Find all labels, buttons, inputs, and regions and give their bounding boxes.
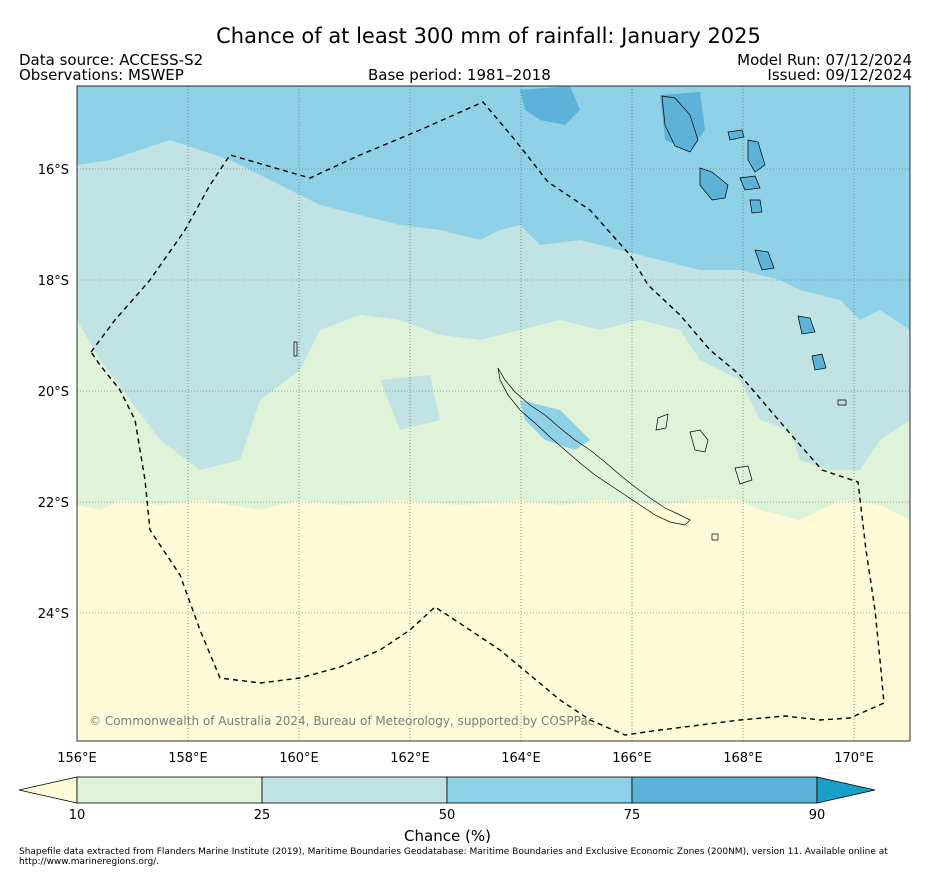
colorbar-tick: 25 — [254, 808, 271, 820]
vanuatu-islands — [661, 95, 699, 153]
loyalty-islands — [655, 413, 669, 431]
vanuatu-islands — [747, 139, 766, 173]
coastlines — [293, 95, 847, 541]
map-frame — [76, 85, 911, 742]
base-period-label: Base period: 1981–2018 — [368, 66, 551, 84]
colorbar-label: Chance (%) — [404, 827, 491, 845]
lon-label: 160°E — [279, 751, 319, 766]
issued-label: Issued: 09/12/2024 — [767, 66, 912, 84]
vanuatu-islands — [797, 315, 816, 335]
small-island — [293, 341, 298, 357]
vanuatu-islands — [739, 175, 761, 191]
band-50-75 — [520, 400, 590, 450]
data-source-label: Data source: ACCESS-S2 — [19, 51, 204, 69]
colorbar-tick: 75 — [624, 808, 641, 820]
vanuatu-islands — [699, 167, 729, 201]
vanuatu-islands — [727, 129, 745, 141]
lon-label: 158°E — [168, 751, 208, 766]
loyalty-islands — [734, 465, 753, 485]
observations-label: Observations: MSWEP — [19, 66, 184, 84]
loyalty-islands — [689, 429, 709, 453]
colorbar: 10 25 50 75 90 — [18, 776, 876, 820]
colorbar-25-50 — [261, 776, 448, 804]
lon-label: 164°E — [501, 751, 541, 766]
eez-boundary — [90, 101, 885, 736]
colorbar-below-10 — [18, 776, 78, 804]
rainfall-map: © Commonwealth of Australia 2024, Bureau… — [18, 85, 911, 820]
copyright-text: © Commonwealth of Australia 2024, Bureau… — [89, 714, 594, 728]
vanuatu-islands — [749, 199, 763, 214]
lon-label: 162°E — [390, 751, 430, 766]
lon-label: 156°E — [57, 751, 97, 766]
colorbar-tick: 10 — [69, 808, 86, 820]
colorbar-10-25 — [76, 776, 263, 804]
band-75-90 — [520, 86, 580, 125]
lat-label: 24°S — [38, 607, 69, 622]
lat-label: 16°S — [38, 163, 69, 178]
vanuatu-islands — [754, 249, 775, 271]
map-title: Chance of at least 300 mm of rainfall: J… — [216, 24, 761, 48]
small-island — [711, 533, 719, 541]
lat-label: 18°S — [38, 274, 69, 289]
colorbar-tick: 50 — [439, 808, 456, 820]
new-caledonia-island — [497, 367, 691, 526]
lat-label: 20°S — [38, 385, 69, 400]
model-run-label: Model Run: 07/12/2024 — [737, 51, 912, 69]
vanuatu-islands — [811, 353, 827, 371]
lat-label: 22°S — [38, 496, 69, 511]
lon-label: 166°E — [612, 751, 652, 766]
colorbar-above-90 — [816, 776, 876, 804]
probability-field — [77, 86, 910, 741]
colorbar-75-90 — [631, 776, 818, 804]
lon-label: 170°E — [834, 751, 874, 766]
colorbar-tick: 90 — [809, 808, 826, 820]
colorbar-50-75 — [446, 776, 633, 804]
small-island — [837, 399, 847, 406]
band-50-75 — [77, 86, 910, 330]
gridlines — [77, 86, 910, 741]
lon-label: 168°E — [723, 751, 763, 766]
footer-note: Shapefile data extracted from Flanders M… — [19, 847, 888, 867]
